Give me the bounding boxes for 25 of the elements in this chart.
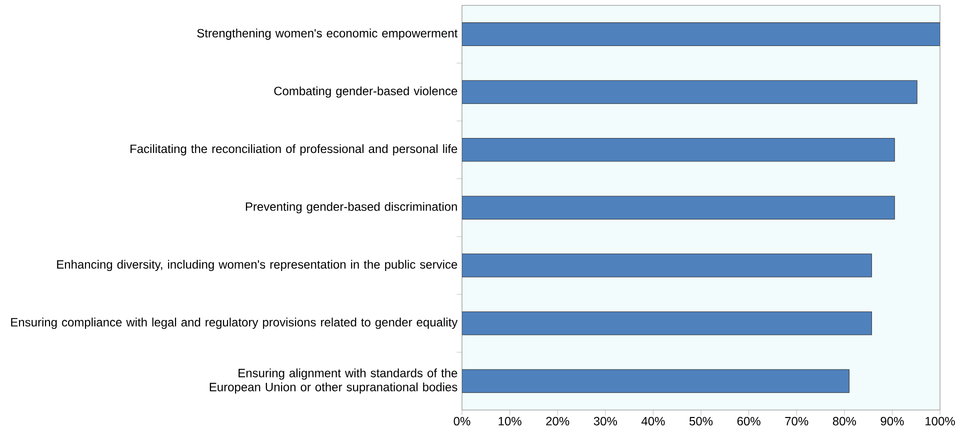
y-tick-label: Combating gender-based violence — [274, 86, 458, 98]
x-tick-label: 80% — [832, 417, 856, 426]
x-tick-label: 60% — [737, 417, 760, 426]
x-tick-label: 50% — [689, 417, 713, 426]
bar — [462, 80, 918, 104]
bar — [462, 196, 895, 220]
x-tick-label: 40% — [641, 417, 665, 426]
bar — [462, 312, 872, 336]
bar — [462, 369, 850, 394]
x-tick-label: 30% — [594, 417, 617, 426]
x-tick-label: 70% — [785, 417, 808, 426]
x-tick-label: 100% — [926, 417, 955, 426]
y-tick-label: Enhancing diversity, including women's representation in the public service — [57, 260, 458, 272]
bar — [462, 138, 895, 162]
x-tick-label: 20% — [546, 417, 570, 426]
y-tick-label: Facilitating the reconciliation of professional and personal life — [130, 144, 458, 156]
y-tick-label: Ensuring compliance with legal and regulatory provisions related to gender equality — [11, 318, 458, 330]
bar — [462, 254, 872, 278]
x-tick-label: 0% — [454, 417, 470, 426]
y-tick-label: Ensuring alignment with standards of the European Union or other supranational bodies — [210, 368, 458, 394]
y-tick-label: Strengthening women's economic empowerment — [197, 28, 458, 40]
y-tick-label: Preventing gender-based discrimination — [246, 202, 457, 214]
x-tick-label: 10% — [498, 417, 522, 426]
x-tick-label: 90% — [880, 417, 904, 426]
bar — [462, 22, 940, 46]
